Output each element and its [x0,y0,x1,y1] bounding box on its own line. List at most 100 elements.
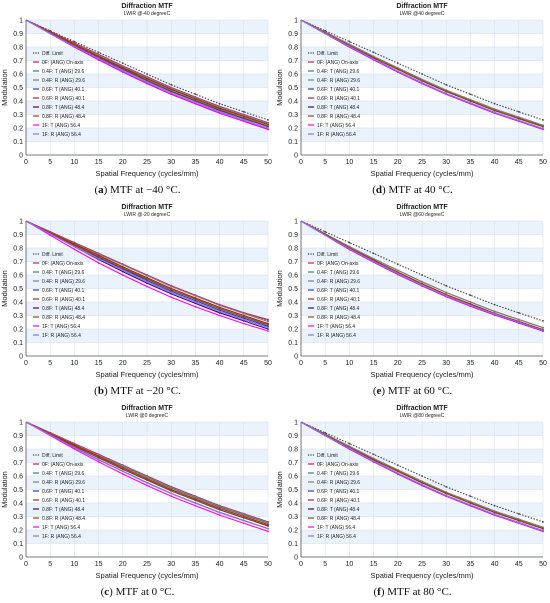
y-tick-label: 0.2 [13,126,23,133]
data-point [493,513,496,516]
y-tick-label: 0.7 [288,259,298,266]
x-tick-label: 10 [346,561,354,568]
data-point [372,457,375,460]
x-tick-label: 25 [143,360,151,367]
series-5 [25,220,269,325]
data-point [493,109,496,112]
data-point [121,270,124,273]
caption-e-text: MTF at 60 °C. [387,385,453,397]
data-point [348,247,351,250]
data-point [469,495,472,498]
data-point [121,470,124,473]
data-point [218,309,221,311]
data-point [242,119,245,121]
data-point [121,62,124,65]
data-point [73,446,76,449]
data-point [324,230,327,233]
legend-label: 1F: T (ANG) 56.4 [42,525,80,531]
data-point [517,116,520,119]
data-point [242,116,245,119]
series-7 [300,421,544,530]
legend-label: 1F: R (ANG) 56.4 [317,333,356,339]
data-point [348,447,351,450]
x-tick-label: 40 [491,360,499,367]
legend-label: 1F: T (ANG) 56.4 [42,123,80,129]
x-tick-label: 5 [323,159,327,166]
legend-label: 0F: (ANG) On-axis [42,261,84,267]
data-point [267,330,269,332]
y-tick-label: 0.2 [288,327,298,334]
legend-label: 0.8F: R (ANG) 48.4 [317,516,360,522]
data-point [170,288,173,291]
y-tick-label: 0.6 [13,72,23,79]
x-tick-label: 35 [192,159,200,166]
x-axis-label: Spatial Frequency (cycles/mm) [96,571,199,580]
data-point [218,311,221,314]
data-point [242,314,245,317]
data-point [194,496,197,498]
data-point [493,108,496,110]
x-tick-label: 5 [323,360,327,367]
data-point [170,88,173,91]
data-point [194,93,197,96]
data-point [194,101,197,104]
data-point [267,318,269,321]
x-tick-label: 45 [240,159,248,166]
data-point [242,516,245,519]
y-tick-label: 0.1 [13,340,23,347]
series-9 [300,421,544,532]
series-5 [25,19,269,126]
data-point [517,318,520,321]
legend-label: 0.6F: T (ANG) 40.1 [317,489,360,495]
data-point [242,312,245,315]
data-point [146,79,148,81]
y-tick-label: 0.2 [288,528,298,535]
data-point [146,278,148,280]
legend-label: 0.4F: T (ANG) 29.6 [42,471,85,477]
data-point [267,326,269,329]
x-tick-label: 45 [515,561,523,568]
x-tick-label: 35 [467,360,475,367]
x-tick-label: 30 [167,360,175,367]
y-tick-label: 0.4 [13,501,23,508]
caption-f-text: MTF at 80 °C. [387,586,452,598]
data-point [372,259,375,262]
legend-label: 0.8F: R (ANG) 48.4 [42,516,85,522]
data-point [242,320,245,322]
data-point [469,304,472,307]
legend-label: 1F: R (ANG) 56.4 [42,534,81,540]
legend-label: 0.6F: T (ANG) 40.1 [317,87,360,93]
data-point [396,70,399,73]
data-point [73,248,76,251]
legend-label: 1F: R (ANG) 56.4 [317,534,356,540]
data-point [194,298,197,301]
data-point [146,479,148,481]
data-point [372,458,375,461]
y-tick-label: 0.9 [288,232,298,239]
legend-label: 0.4F: R (ANG) 29.6 [317,480,360,486]
legend-label: 0.4F: R (ANG) 29.6 [42,279,85,285]
legend-label: 1F: R (ANG) 56.4 [42,132,81,138]
data-point [97,253,100,255]
data-point [445,90,448,93]
y-tick-label: 0.4 [288,99,298,106]
data-point [170,285,173,288]
series-0 [300,421,544,523]
data-point [218,112,221,115]
x-tick-label: 30 [167,159,175,166]
data-point [170,83,173,86]
data-point [218,505,221,508]
y-tick-label: 0 [19,354,23,361]
data-point [396,269,399,272]
panel-a: Diffraction MTF LWIR @-40 degreeC 0 0.1 0.2 0… [0,0,275,201]
data-point [73,245,76,248]
data-point [170,492,173,495]
data-point [73,244,76,247]
y-tick-label: 0.4 [288,300,298,307]
x-tick-label: 35 [467,159,475,166]
caption-d-text: MTF at 40 °C. [388,184,453,196]
y-tick-label: 0.1 [288,541,298,548]
x-tick-label: 10 [346,360,354,367]
data-point [542,329,544,332]
data-point [146,477,148,480]
